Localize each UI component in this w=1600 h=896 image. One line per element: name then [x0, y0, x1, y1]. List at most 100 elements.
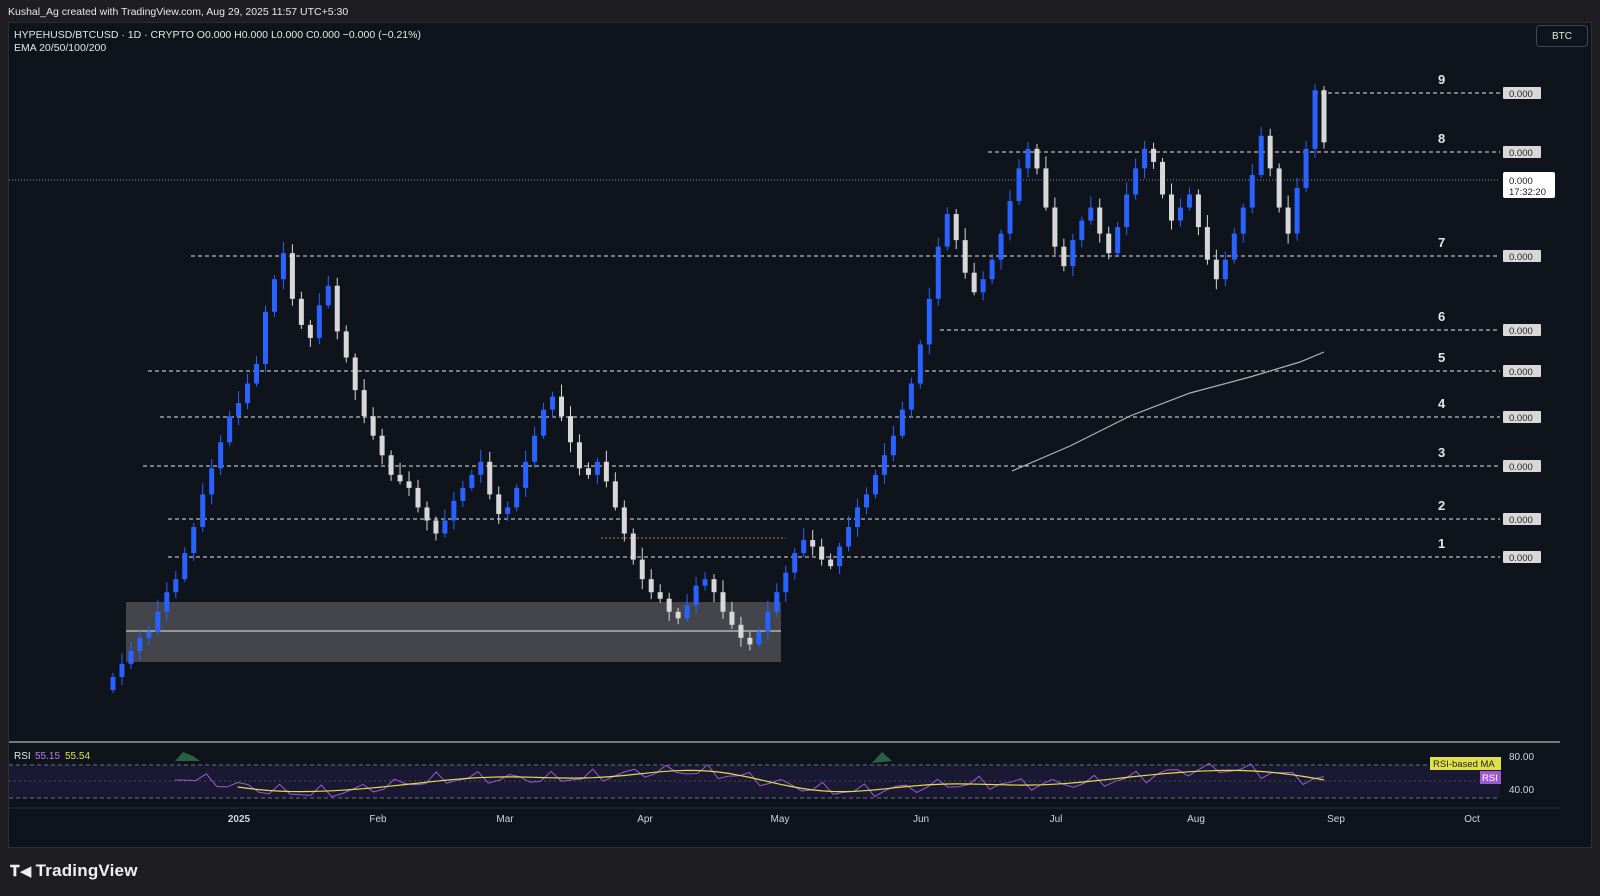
current-price-tag: 0.000 17:32:20: [1503, 172, 1555, 198]
candle-body: [298, 298, 304, 325]
level-price-tag-6: 0.000: [1509, 326, 1533, 337]
candle-body: [738, 624, 744, 638]
level-label-9: 9: [1438, 72, 1445, 87]
candle-body: [657, 592, 663, 599]
level-label-3: 3: [1438, 445, 1445, 460]
candle-body: [119, 663, 125, 677]
candle-body: [514, 487, 520, 508]
candle-body: [576, 442, 582, 469]
price-countdown: 17:32:20: [1509, 187, 1546, 198]
rsi-ma-tag: RSI-based MA: [1433, 759, 1495, 770]
candle-body: [352, 357, 358, 391]
candle-body: [334, 285, 340, 332]
candle-body: [1070, 240, 1076, 267]
candle-body: [406, 481, 412, 488]
candle-body: [370, 416, 376, 436]
candle-body: [316, 305, 322, 338]
candle-body: [164, 592, 170, 612]
candle-body: [881, 455, 887, 475]
candle-body: [621, 507, 627, 534]
candle-body: [280, 253, 286, 280]
candle-body: [1142, 148, 1148, 169]
candle-body: [182, 553, 188, 580]
candle-body: [819, 546, 825, 560]
time-tick-label: Apr: [637, 814, 653, 825]
candle-body: [487, 461, 493, 495]
chart-frame[interactable]: [8, 22, 1592, 848]
candle-body: [1222, 259, 1228, 280]
candle-body: [1186, 194, 1192, 208]
candle-body: [469, 474, 475, 488]
rsi-value: 55.15: [35, 751, 60, 762]
time-tick-label: Mar: [496, 814, 514, 825]
candle-body: [1303, 148, 1309, 188]
candle-body: [379, 435, 385, 456]
candle-body: [1088, 207, 1094, 221]
candle-body: [926, 298, 932, 345]
level-price-tag-3: 0.000: [1509, 462, 1533, 473]
level-price-tag-2: 0.000: [1509, 515, 1533, 526]
candle-body: [944, 214, 950, 247]
level-lines: 1 0.000 2 0.000 3 0.000 4 0.000 5 0.000 6 0.000 7 0.0…: [143, 72, 1541, 564]
candle-body: [227, 416, 233, 443]
candle-body: [908, 383, 914, 410]
candle-body: [756, 631, 762, 645]
candle-body: [747, 637, 753, 645]
candle-body: [1106, 233, 1112, 254]
candle-body: [532, 435, 538, 462]
candle-body: [693, 585, 699, 606]
candle-body: [451, 500, 457, 521]
candle-body: [765, 611, 771, 632]
level-price-tag-9: 0.000: [1509, 89, 1533, 100]
candle-body: [1034, 148, 1040, 169]
level-price-tag-bg-8: [1503, 146, 1541, 158]
candle-body: [200, 494, 206, 527]
candle-body: [442, 520, 448, 534]
rsi-overbought-fill: [175, 752, 892, 763]
candle-body: [1231, 233, 1237, 260]
candle-body: [343, 331, 349, 358]
credit-bar: Kushal_Ag created with TradingView.com, …: [0, 0, 1600, 22]
level-label-2: 2: [1438, 498, 1445, 513]
candle-body: [792, 553, 798, 573]
current-price-value: 0.000: [1509, 176, 1533, 187]
level-price-tag-4: 0.000: [1509, 413, 1533, 424]
candle-body: [675, 611, 681, 619]
support-zone: [126, 602, 781, 662]
symbol-ohlc-legend[interactable]: HYPEHUSD/BTCUSD · 1D · CRYPTO O0.000 H0.…: [14, 29, 421, 41]
level-price-tag-bg-5: [1503, 365, 1541, 377]
candle-body: [1249, 174, 1255, 208]
ema-legend[interactable]: EMA 20/50/100/200: [14, 42, 107, 54]
level-price-tag-bg-3: [1503, 460, 1541, 472]
candle-body: [307, 324, 313, 338]
level-price-tag-bg-1: [1503, 551, 1541, 563]
rsi-ma-line: [237, 769, 1325, 793]
level-label-4: 4: [1438, 396, 1446, 411]
tradingview-logo[interactable]: 𝐓◀ TradingView: [10, 861, 138, 881]
level-label-1: 1: [1438, 536, 1445, 551]
level-label-5: 5: [1438, 350, 1445, 365]
candle-body: [801, 540, 807, 554]
candle-body: [1294, 187, 1300, 234]
level-price-tag-7: 0.000: [1509, 252, 1533, 263]
candle-body: [424, 507, 430, 521]
time-axis[interactable]: 2025 Feb Mar Apr May Jun Jul Aug Sep Oct: [9, 807, 1560, 825]
compare-symbol-button[interactable]: BTC: [1536, 25, 1588, 47]
level-label-7: 7: [1438, 235, 1445, 250]
candle-body: [828, 559, 834, 567]
credit-text: Kushal_Ag created with TradingView.com, …: [8, 6, 349, 18]
tradingview-logo-text: TradingView: [35, 861, 138, 880]
candle-body: [1169, 194, 1175, 221]
level-price-tag-5: 0.000: [1509, 367, 1533, 378]
candle-body: [361, 390, 367, 417]
candle-body: [1043, 168, 1049, 208]
level-price-tag-bg-7: [1503, 250, 1541, 262]
candle-body: [1258, 135, 1264, 175]
candle-body: [209, 468, 215, 495]
candle-body: [953, 214, 959, 241]
candle-body: [962, 240, 968, 273]
level-price-tag-bg-2: [1503, 513, 1541, 525]
candle-body: [1061, 246, 1067, 267]
candle-body: [774, 592, 780, 612]
